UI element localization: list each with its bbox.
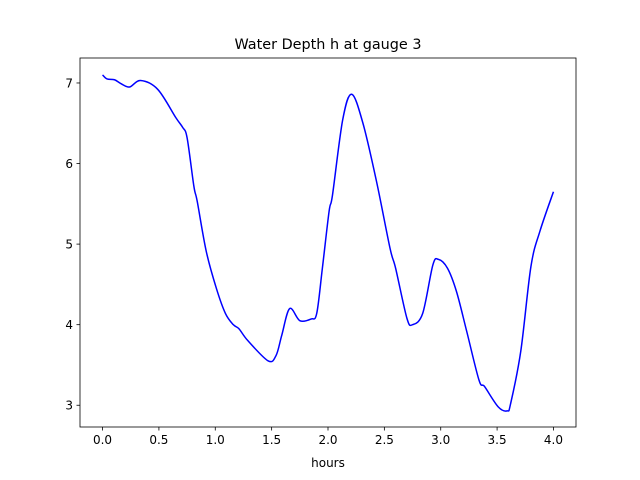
y-tick-label: 3	[65, 399, 73, 413]
axes-frame	[79, 57, 577, 428]
x-tick-label: 0.5	[149, 433, 168, 447]
series-line-h	[102, 74, 555, 412]
x-axis-label: hours	[311, 456, 345, 470]
x-tick-label: 1.0	[206, 433, 225, 447]
x-tick-label: 2.5	[375, 433, 394, 447]
x-tick-label: 3.0	[431, 433, 450, 447]
y-tick-label: 6	[65, 157, 73, 171]
plot-area	[80, 58, 576, 427]
y-tick-label: 7	[65, 76, 73, 90]
y-tick-label: 4	[65, 318, 73, 332]
x-tick-label: 4.0	[544, 433, 563, 447]
x-tick-label: 2.0	[318, 433, 337, 447]
x-tick-label: 3.5	[488, 433, 507, 447]
x-tick-label: 1.5	[262, 433, 281, 447]
y-tick-label: 5	[65, 238, 73, 252]
chart-title: Water Depth h at gauge 3	[234, 37, 421, 53]
x-tick-label: 0.0	[93, 433, 112, 447]
y-axis-ticks: 3 4 5 6 7	[65, 76, 80, 413]
x-axis-ticks: 0.0 0.5 1.0 1.5 2.0 2.5 3.0 3.5 4.0	[93, 427, 563, 447]
